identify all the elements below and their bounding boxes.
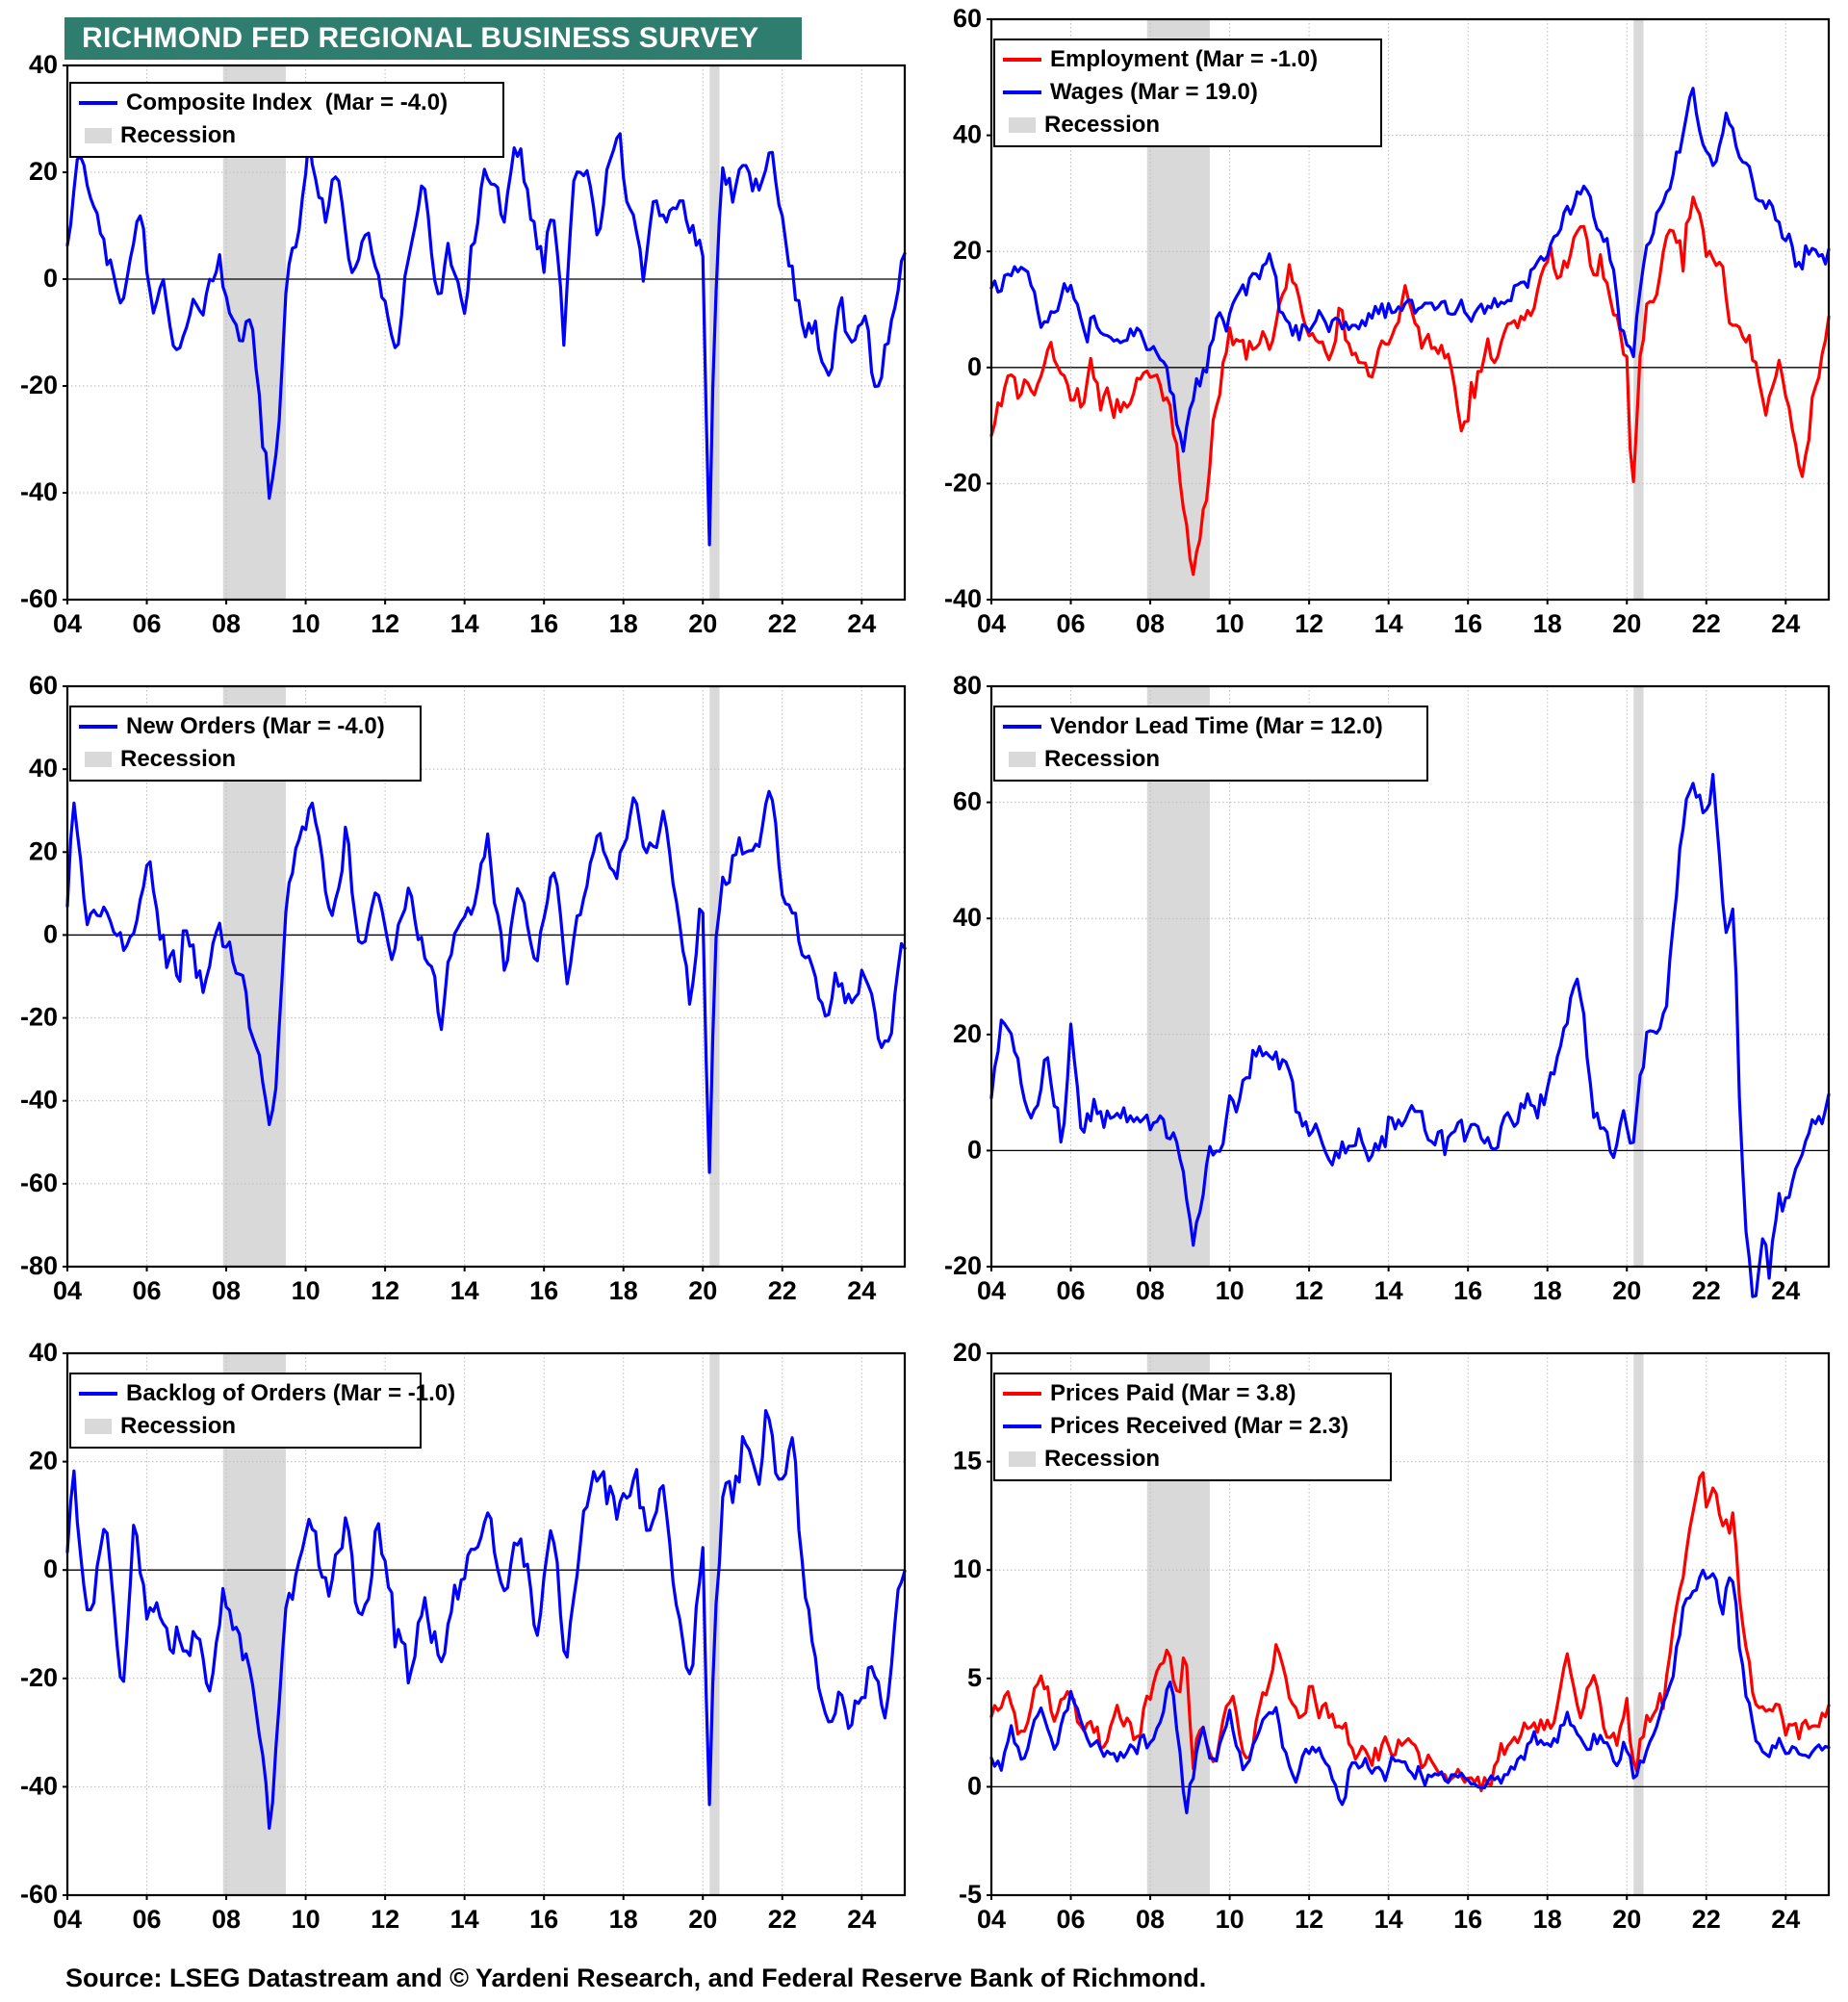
svg-text:40: 40 (953, 903, 982, 932)
svg-text:10: 10 (953, 1554, 982, 1583)
svg-text:08: 08 (212, 1905, 241, 1934)
svg-text:08: 08 (212, 1276, 241, 1305)
svg-text:06: 06 (133, 609, 162, 638)
svg-text:0: 0 (43, 264, 58, 293)
svg-text:16: 16 (1453, 1905, 1482, 1934)
svg-text:04: 04 (53, 1276, 82, 1305)
svg-text:12: 12 (1295, 1276, 1323, 1305)
svg-text:10: 10 (292, 609, 321, 638)
svg-text:18: 18 (609, 1276, 638, 1305)
svg-text:-60: -60 (20, 1168, 58, 1197)
svg-text:20: 20 (1612, 609, 1641, 638)
svg-text:20: 20 (688, 609, 717, 638)
svg-text:40: 40 (29, 1338, 58, 1367)
svg-text:-40: -40 (20, 477, 58, 506)
svg-text:18: 18 (1533, 1905, 1562, 1934)
svg-text:18: 18 (609, 609, 638, 638)
svg-text:22: 22 (1692, 1905, 1721, 1934)
svg-text:60: 60 (953, 4, 982, 33)
svg-text:-20: -20 (20, 1003, 58, 1032)
svg-text:-20: -20 (944, 468, 982, 497)
svg-text:24: 24 (1771, 1276, 1800, 1305)
svg-text:20: 20 (29, 1447, 58, 1476)
svg-text:5: 5 (967, 1663, 982, 1692)
svg-text:-40: -40 (20, 1086, 58, 1115)
svg-text:20: 20 (29, 157, 58, 186)
svg-text:14: 14 (450, 1276, 479, 1305)
svg-text:04: 04 (977, 1276, 1006, 1305)
svg-text:22: 22 (768, 609, 797, 638)
svg-text:16: 16 (1453, 609, 1482, 638)
svg-text:16: 16 (529, 1905, 558, 1934)
svg-text:14: 14 (1374, 609, 1403, 638)
svg-text:20: 20 (1612, 1905, 1641, 1934)
svg-text:04: 04 (53, 1905, 82, 1934)
svg-text:10: 10 (1216, 1276, 1245, 1305)
svg-text:0: 0 (43, 919, 58, 948)
svg-text:08: 08 (212, 609, 241, 638)
svg-text:06: 06 (1057, 1905, 1086, 1934)
svg-text:-40: -40 (20, 1771, 58, 1800)
svg-text:14: 14 (450, 609, 479, 638)
svg-text:24: 24 (1771, 609, 1800, 638)
svg-text:16: 16 (1453, 1276, 1482, 1305)
svg-text:18: 18 (1533, 1276, 1562, 1305)
svg-text:10: 10 (1216, 1905, 1245, 1934)
svg-text:16: 16 (529, 609, 558, 638)
svg-text:08: 08 (1136, 1905, 1165, 1934)
svg-text:06: 06 (1057, 1276, 1086, 1305)
svg-text:0: 0 (43, 1554, 58, 1583)
svg-text:12: 12 (371, 1905, 399, 1934)
svg-text:08: 08 (1136, 1276, 1165, 1305)
svg-text:0: 0 (967, 1771, 982, 1800)
svg-text:24: 24 (1771, 1905, 1800, 1934)
svg-text:22: 22 (768, 1905, 797, 1934)
svg-text:18: 18 (609, 1905, 638, 1934)
svg-text:06: 06 (133, 1276, 162, 1305)
svg-text:08: 08 (1136, 609, 1165, 638)
svg-text:12: 12 (1295, 1905, 1323, 1934)
svg-text:24: 24 (847, 1276, 876, 1305)
svg-text:14: 14 (1374, 1905, 1403, 1934)
svg-text:16: 16 (529, 1276, 558, 1305)
svg-text:06: 06 (1057, 609, 1086, 638)
svg-text:10: 10 (292, 1905, 321, 1934)
svg-text:24: 24 (847, 609, 876, 638)
svg-text:24: 24 (847, 1905, 876, 1934)
svg-text:22: 22 (1692, 609, 1721, 638)
svg-text:10: 10 (292, 1276, 321, 1305)
svg-text:14: 14 (1374, 1276, 1403, 1305)
svg-text:40: 40 (29, 754, 58, 783)
svg-text:12: 12 (1295, 609, 1323, 638)
svg-text:40: 40 (953, 120, 982, 149)
svg-text:22: 22 (768, 1276, 797, 1305)
svg-text:12: 12 (371, 609, 399, 638)
svg-text:06: 06 (133, 1905, 162, 1934)
svg-text:22: 22 (1692, 1276, 1721, 1305)
svg-text:15: 15 (953, 1447, 982, 1476)
svg-text:40: 40 (29, 50, 58, 79)
svg-text:20: 20 (29, 836, 58, 865)
svg-text:0: 0 (967, 1135, 982, 1164)
svg-text:04: 04 (53, 609, 82, 638)
svg-text:20: 20 (953, 236, 982, 265)
svg-text:-20: -20 (20, 1663, 58, 1692)
svg-text:20: 20 (1612, 1276, 1641, 1305)
svg-text:-20: -20 (20, 371, 58, 399)
svg-text:60: 60 (29, 671, 58, 700)
svg-text:10: 10 (1216, 609, 1245, 638)
svg-text:60: 60 (953, 787, 982, 816)
svg-text:14: 14 (450, 1905, 479, 1934)
svg-text:04: 04 (977, 1905, 1006, 1934)
svg-text:20: 20 (953, 1338, 982, 1367)
svg-text:12: 12 (371, 1276, 399, 1305)
svg-text:0: 0 (967, 352, 982, 381)
svg-text:80: 80 (953, 671, 982, 700)
svg-text:20: 20 (953, 1019, 982, 1048)
svg-text:04: 04 (977, 609, 1006, 638)
svg-text:18: 18 (1533, 609, 1562, 638)
svg-text:20: 20 (688, 1905, 717, 1934)
svg-text:20: 20 (688, 1276, 717, 1305)
